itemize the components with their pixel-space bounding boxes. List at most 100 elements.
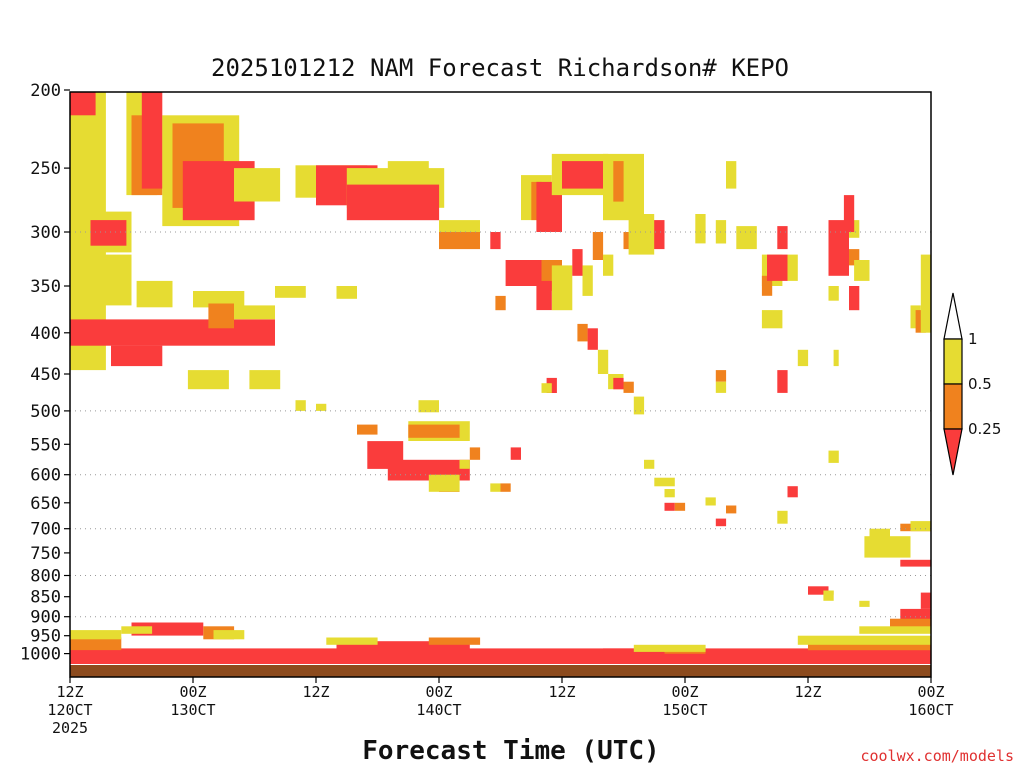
ri-0.5-1-cell <box>187 370 229 390</box>
x-tick-label: 2025 <box>52 719 88 737</box>
ri-0.5-1-cell <box>418 400 439 413</box>
ri-0.25-0.5-cell <box>577 323 588 342</box>
ri-below-0.25-cell <box>767 254 788 281</box>
ri-0.5-1-cell <box>85 254 132 306</box>
ri-below-0.25-cell <box>787 486 798 498</box>
ri-0.25-0.5-cell <box>849 249 860 266</box>
legend-label-0.5: 0.5 <box>968 375 992 393</box>
ri-0.5-1-cell <box>797 349 809 367</box>
y-tick-label: 500 <box>30 402 61 422</box>
ri-0.5-1-cell <box>633 396 645 415</box>
ri-0.25-0.5-cell <box>915 310 926 333</box>
x-tick-label: 12Z <box>794 683 821 701</box>
ri-0.5-1-cell <box>582 265 593 296</box>
ri-0.5-1-cell <box>603 254 614 276</box>
ri-0.5-1-cell <box>777 510 788 524</box>
ri-0.5-1-cell <box>654 477 675 487</box>
ri-below-0.25-cell <box>828 220 849 276</box>
ri-0.25-0.5-cell <box>890 618 931 631</box>
x-tick-label: 12Z <box>302 683 329 701</box>
ri-0.5-1-cell <box>326 637 378 645</box>
x-tick-label: 12Z <box>548 683 575 701</box>
x-tick-label: 00Z <box>671 683 698 701</box>
ground-band <box>70 665 931 677</box>
ri-below-0.25-cell <box>70 92 96 116</box>
x-axis-label: Forecast Time (UTC) <box>362 736 659 766</box>
ri-0.5-1-cell <box>136 280 173 308</box>
ri-0.5-1-cell <box>695 214 706 244</box>
ri-below-0.25-cell <box>808 586 829 595</box>
ri-below-0.25-cell <box>490 232 501 250</box>
legend-bin-orange <box>943 383 963 430</box>
ri-0.5-1-cell <box>336 286 357 299</box>
ri-below-0.25-cell <box>849 286 860 311</box>
colorbar-legend: 1 0.5 0.25 <box>943 292 1001 476</box>
ri-below-0.25-cell <box>90 220 127 246</box>
x-tick-label: 150CT <box>662 701 707 719</box>
ri-0.5-1-cell <box>628 214 655 255</box>
ri-0.5-1-cell <box>715 381 727 393</box>
ri-0.5-1-cell <box>428 474 460 492</box>
heatmap-cells <box>70 92 931 664</box>
ri-below-0.25-cell <box>664 502 675 511</box>
ri-0.25-0.5-cell <box>428 637 481 645</box>
ri-below-0.25-cell <box>141 92 163 189</box>
ri-below-0.25-cell <box>70 319 275 346</box>
ri-below-0.25-cell <box>562 161 603 189</box>
ri-below-0.25-cell <box>536 280 552 311</box>
ri-0.25-0.5-cell <box>500 483 511 492</box>
chart-title: 2025101212 NAM Forecast Richardson# KEPO <box>211 54 789 82</box>
y-tick-label: 600 <box>30 466 61 486</box>
gridlines <box>70 231 931 618</box>
ri-0.25-0.5-cell <box>357 424 378 435</box>
ri-0.5-1-cell <box>70 630 122 640</box>
legend-bin-yellow <box>943 338 963 385</box>
legend-bin-red <box>943 428 963 476</box>
ri-below-0.25-cell <box>900 559 931 567</box>
ri-below-0.25-cell <box>843 195 855 232</box>
ri-0.5-1-cell <box>490 483 501 492</box>
ri-0.5-1-cell <box>828 450 839 463</box>
ri-0.5-1-cell <box>644 459 655 469</box>
x-tick-label: 130CT <box>170 701 215 719</box>
y-tick-label: 550 <box>30 435 61 455</box>
ri-0.5-1-cell <box>633 644 706 652</box>
legend-label-0.25: 0.25 <box>968 420 1001 438</box>
y-tick-label: 450 <box>30 365 61 385</box>
ri-0.5-1-cell <box>823 590 834 601</box>
x-tick-label: 00Z <box>425 683 452 701</box>
y-tick-label: 200 <box>30 81 61 101</box>
x-tick-label: 12Z <box>56 683 83 701</box>
ri-0.25-0.5-cell <box>674 502 686 511</box>
ri-0.5-1-cell <box>833 349 839 367</box>
ri-0.25-0.5-cell <box>715 370 727 382</box>
x-tick-label: 120CT <box>47 701 92 719</box>
legend-label-1: 1 <box>968 330 978 348</box>
ri-0.25-0.5-cell <box>623 381 634 393</box>
ri-0.5-1-cell <box>854 260 870 281</box>
y-tick-label: 1000 <box>20 645 61 665</box>
ri-below-0.25-cell <box>346 184 440 221</box>
ri-below-0.25-cell <box>70 648 931 664</box>
ri-0.5-1-cell <box>121 626 153 634</box>
ri-0.5-1-cell <box>787 254 798 281</box>
ri-0.5-1-cell <box>797 635 931 645</box>
credit-text[interactable]: coolwx.com/models <box>860 747 1014 765</box>
ri-below-0.25-cell <box>920 592 931 609</box>
ri-0.5-1-cell <box>859 600 870 607</box>
x-tick-label: 00Z <box>917 683 944 701</box>
y-tick-label: 400 <box>30 324 61 344</box>
ri-0.5-1-cell <box>859 626 931 634</box>
x-tick-label: 140CT <box>416 701 461 719</box>
ri-0.5-1-cell <box>869 528 890 544</box>
ri-0.25-0.5-cell <box>761 275 773 296</box>
ri-below-0.25-cell <box>587 328 598 350</box>
y-tick-label: 300 <box>30 223 61 243</box>
ri-0.5-1-cell <box>920 254 931 333</box>
ri-0.5-1-cell <box>193 291 245 308</box>
ri-0.5-1-cell <box>275 286 306 298</box>
ri-below-0.25-cell <box>572 249 583 276</box>
y-tick-label: 800 <box>30 567 61 587</box>
y-tick-label: 950 <box>30 627 61 647</box>
ri-0.5-1-cell <box>597 349 609 374</box>
